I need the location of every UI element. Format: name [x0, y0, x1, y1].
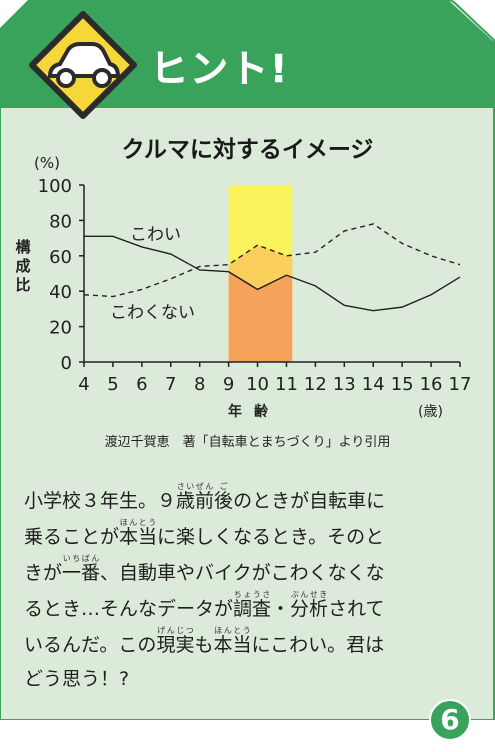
x-tick-label: 13 [333, 374, 356, 395]
y-tick-label: 0 [61, 353, 72, 374]
body-text-run: のときが自転車に [233, 490, 386, 512]
x-tick-label: 9 [223, 374, 234, 395]
y-tick-label: 60 [49, 247, 72, 268]
body-text-run: されて [328, 598, 385, 620]
y-axis-label: 構成比 [14, 238, 32, 295]
page-number: 6 [440, 703, 460, 736]
y-tick-label: 20 [49, 318, 72, 339]
ruby-word: 後ご [214, 482, 234, 512]
x-tick-label: 6 [136, 374, 147, 395]
body-line: 小学校３年生。９歳さい前ぜん後ごのときが自転車に [24, 482, 454, 518]
body-text-run: も [194, 634, 214, 656]
x-tick-label: 7 [165, 374, 176, 395]
ruby-word: 歳さい [176, 482, 196, 512]
x-tick-label: 15 [391, 374, 414, 395]
x-tick-label: 4 [78, 374, 89, 395]
series-line-kowakunai [83, 223, 461, 298]
ruby-word: 前ぜん [195, 482, 215, 512]
series-label-kowai: こわい [130, 225, 181, 245]
body-text-run: ・ [271, 598, 291, 620]
car-warning-sign-icon [29, 11, 137, 119]
x-tick-label: 10 [246, 374, 269, 395]
x-tick-label: 11 [275, 374, 298, 395]
series-label-kowakunai: こわくない [110, 303, 195, 323]
body-text-run: 乗ることが [24, 526, 120, 548]
y-axis-label-char: 成 [15, 257, 31, 275]
body-text-run: に楽しくなるとき。そのと [157, 526, 385, 548]
x-tick-label: 8 [194, 374, 205, 395]
x-tick-label: 12 [304, 374, 327, 395]
x-axis-unit: (歳) [418, 404, 443, 420]
series-line-kowai [84, 235, 461, 312]
body-text-run: きが [24, 562, 63, 584]
y-tick-label: 100 [38, 176, 72, 197]
x-tick-label: 16 [420, 374, 443, 395]
x-tick-label: 14 [362, 374, 385, 395]
body-text-run: どう思う！? [24, 668, 130, 690]
y-axis-label-char: 比 [15, 276, 31, 294]
ruby-word: 本当ほんとう [213, 626, 252, 656]
body-text-run: 小学校３年生。９ [24, 490, 177, 512]
body-text-run: いるんだ。この [24, 634, 157, 656]
ruby-word: 現実げんじつ [156, 626, 195, 656]
y-tick-label: 40 [49, 282, 72, 303]
page-number-badge [429, 699, 471, 741]
y-axis-label-char: 構 [15, 238, 31, 256]
body-line: いるんだ。この現実げんじつも本当ほんとうにこわい。君は [24, 626, 454, 662]
body-line: るとき…そんなデータが調査ちょうさ・分析ぶんせきされて [24, 590, 454, 626]
body-line: どう思う！? [24, 662, 454, 696]
x-tick-label: 5 [107, 374, 118, 395]
body-line: きが一番いちばん、自動車やバイクがこわくなくな [24, 554, 454, 590]
body-text-run: にこわい。君は [251, 634, 385, 656]
chart-title: クルマに対するイメージ [121, 137, 374, 163]
highlight-band-lower [228, 271, 293, 362]
body-text-run: るとき…そんなデータが [24, 598, 234, 620]
ruby-word: 本当ほんとう [119, 518, 158, 548]
x-tick-label: 17 [449, 374, 472, 395]
ruby-word: 分析ぶんせき [290, 590, 329, 620]
body-text-run: 、自動車やバイクがこわくなくな [100, 562, 385, 584]
x-axis-label: 年齢 [228, 404, 280, 420]
ruby-word: 一番いちばん [62, 554, 101, 584]
ruby-word: 調査ちょうさ [233, 590, 272, 620]
y-unit-label: (%) [34, 154, 60, 172]
banner-title: ヒント! [150, 47, 290, 92]
hint-body-text: 小学校３年生。９歳さい前ぜん後ごのときが自転車に 乗ることが本当ほんとうに楽しくな… [24, 482, 454, 696]
body-line: 乗ることが本当ほんとうに楽しくなるとき。そのと [24, 518, 454, 554]
source-citation: 渡辺千賀恵 著「自転車とまちづくり」より引用 [104, 435, 391, 450]
highlight-band-middle [228, 245, 293, 290]
y-tick-label: 80 [49, 211, 72, 232]
